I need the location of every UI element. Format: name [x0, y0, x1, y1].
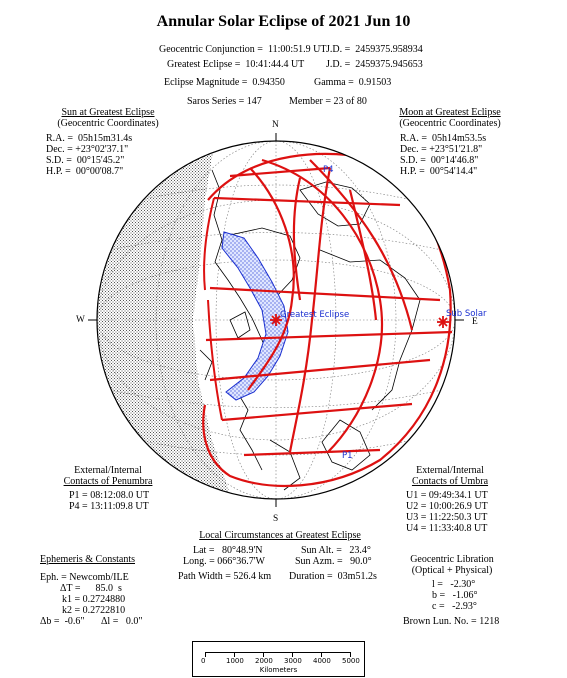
cardinal-ticks: [88, 133, 464, 507]
local-lat: Lat = 80°48.9'N: [193, 545, 263, 556]
local-sun-azm: Sun Azm. = 90.0°: [295, 556, 372, 567]
umbra-title1: External/Internal: [416, 465, 484, 476]
scale-label-0: 0: [201, 657, 206, 665]
local-duration: Duration = 03m51.2s: [289, 571, 377, 582]
ephemeris-dl: Δl = 0.0": [101, 616, 143, 627]
sun-subtitle: (Geocentric Coordinates): [57, 118, 159, 129]
scale-unit: Kilometers: [259, 666, 298, 674]
ephemeris-dt: ΔT = 85.0 s: [60, 583, 122, 594]
ephemeris-title: Ephemeris & Constants: [40, 554, 135, 565]
penumbra-p4: P4 = 13:11:09.8 UT: [69, 501, 149, 512]
penumbra-p1: P1 = 08:12:08.0 UT: [69, 490, 150, 501]
p1-label: P1: [342, 451, 353, 461]
local-path-width: Path Width = 526.4 km: [178, 571, 272, 582]
subsolar-marker: [437, 316, 449, 328]
scale-label-1000: 1000: [226, 657, 244, 665]
scale-label-3000: 3000: [284, 657, 302, 665]
gamma-text: Gamma = 0.91503: [314, 77, 392, 88]
libration-brown: Brown Lun. No. = 1218: [403, 616, 500, 627]
south-label: S: [273, 514, 279, 524]
moon-dec: Dec. = +23°51'21.8": [400, 144, 483, 155]
sun-title: Sun at Greatest Eclipse: [61, 107, 155, 118]
umbra-u2: U2 = 10:00:26.9 UT: [406, 501, 488, 512]
scale-bar: 0 1000 2000 3000 4000 5000 Kilometers: [192, 641, 365, 677]
east-label: E: [472, 317, 478, 327]
penumbra-night-curves: [203, 197, 223, 421]
scale-tick: [234, 652, 235, 657]
umbra-u4: U4 = 11:33:40.8 UT: [406, 523, 488, 534]
penumbra-title2: Contacts of Penumbra: [63, 476, 153, 487]
west-label: W: [76, 315, 85, 325]
libration-title1: Geocentric Libration: [410, 554, 494, 565]
scale-label-4000: 4000: [313, 657, 331, 665]
greatest-jd-text: J.D. = 2459375.945653: [326, 59, 423, 70]
page-title: Annular Solar Eclipse of 2021 Jun 10: [156, 13, 411, 30]
greatest-eclipse-marker: [270, 314, 282, 326]
scale-tick: [292, 652, 293, 657]
scale-tick: [263, 652, 264, 657]
greatest-eclipse-label: Greatest Eclipse: [280, 310, 350, 320]
scale-tick: [205, 652, 206, 657]
umbra-title2: Contacts of Umbra: [411, 476, 489, 487]
ephemeris-k1: k1 = 0.2724880: [62, 594, 126, 605]
umbra-u3: U3 = 11:22:50.3 UT: [406, 512, 488, 523]
local-long: Long. = 066°36.7'W: [183, 556, 265, 567]
ephemeris-eph: Eph. = Newcomb/ILE: [40, 572, 129, 583]
magnitude-text: Eclipse Magnitude = 0.94350: [164, 77, 285, 88]
conjunction-text: Geocentric Conjunction = 11:00:51.9 UT: [159, 44, 327, 55]
scale-label-5000: 5000: [342, 657, 360, 665]
libration-title2: (Optical + Physical): [411, 565, 493, 576]
p4-label: P4: [323, 165, 334, 175]
penumbra-title1: External/Internal: [74, 465, 142, 476]
moon-ra: R.A. = 05h14m53.5s: [400, 133, 487, 144]
libration-b: b = -1.06°: [432, 590, 478, 601]
moon-title: Moon at Greatest Eclipse: [399, 107, 501, 118]
scale-bar-line: [205, 652, 350, 653]
umbra-u1: U1 = 09:49:34.1 UT: [406, 490, 488, 501]
subsolar-label: Sub Solar: [446, 309, 487, 319]
moon-sd: S.D. = 00°14'46.8": [400, 155, 479, 166]
member-text: Member = 23 of 80: [289, 96, 367, 107]
scale-label-2000: 2000: [255, 657, 273, 665]
scale-tick: [350, 652, 351, 657]
ephemeris-k2: k2 = 0.2722810: [62, 605, 126, 616]
moon-subtitle: (Geocentric Coordinates): [399, 118, 501, 129]
libration-l: l = -2.30°: [432, 579, 476, 590]
greatest-eclipse-text: Greatest Eclipse = 10:41:44.4 UT: [167, 59, 305, 70]
local-title: Local Circumstances at Greatest Eclipse: [199, 530, 361, 541]
sun-hp: H.P. = 00°00'08.7": [46, 166, 124, 177]
ephemeris-db: Δb = -0.6": [40, 616, 85, 627]
north-label: N: [272, 120, 279, 130]
conjunction-jd-text: J.D. = 2459375.958934: [326, 44, 423, 55]
moon-hp: H.P. = 00°54'14.4": [400, 166, 478, 177]
sun-sd: S.D. = 00°15'45.2": [46, 155, 125, 166]
local-sun-alt: Sun Alt. = 23.4°: [301, 545, 371, 556]
libration-c: c = -2.93°: [432, 601, 477, 612]
sun-dec: Dec. = +23°02'37.1": [46, 144, 129, 155]
scale-tick: [321, 652, 322, 657]
sun-ra: R.A. = 05h15m31.4s: [46, 133, 133, 144]
saros-text: Saros Series = 147: [187, 96, 262, 107]
